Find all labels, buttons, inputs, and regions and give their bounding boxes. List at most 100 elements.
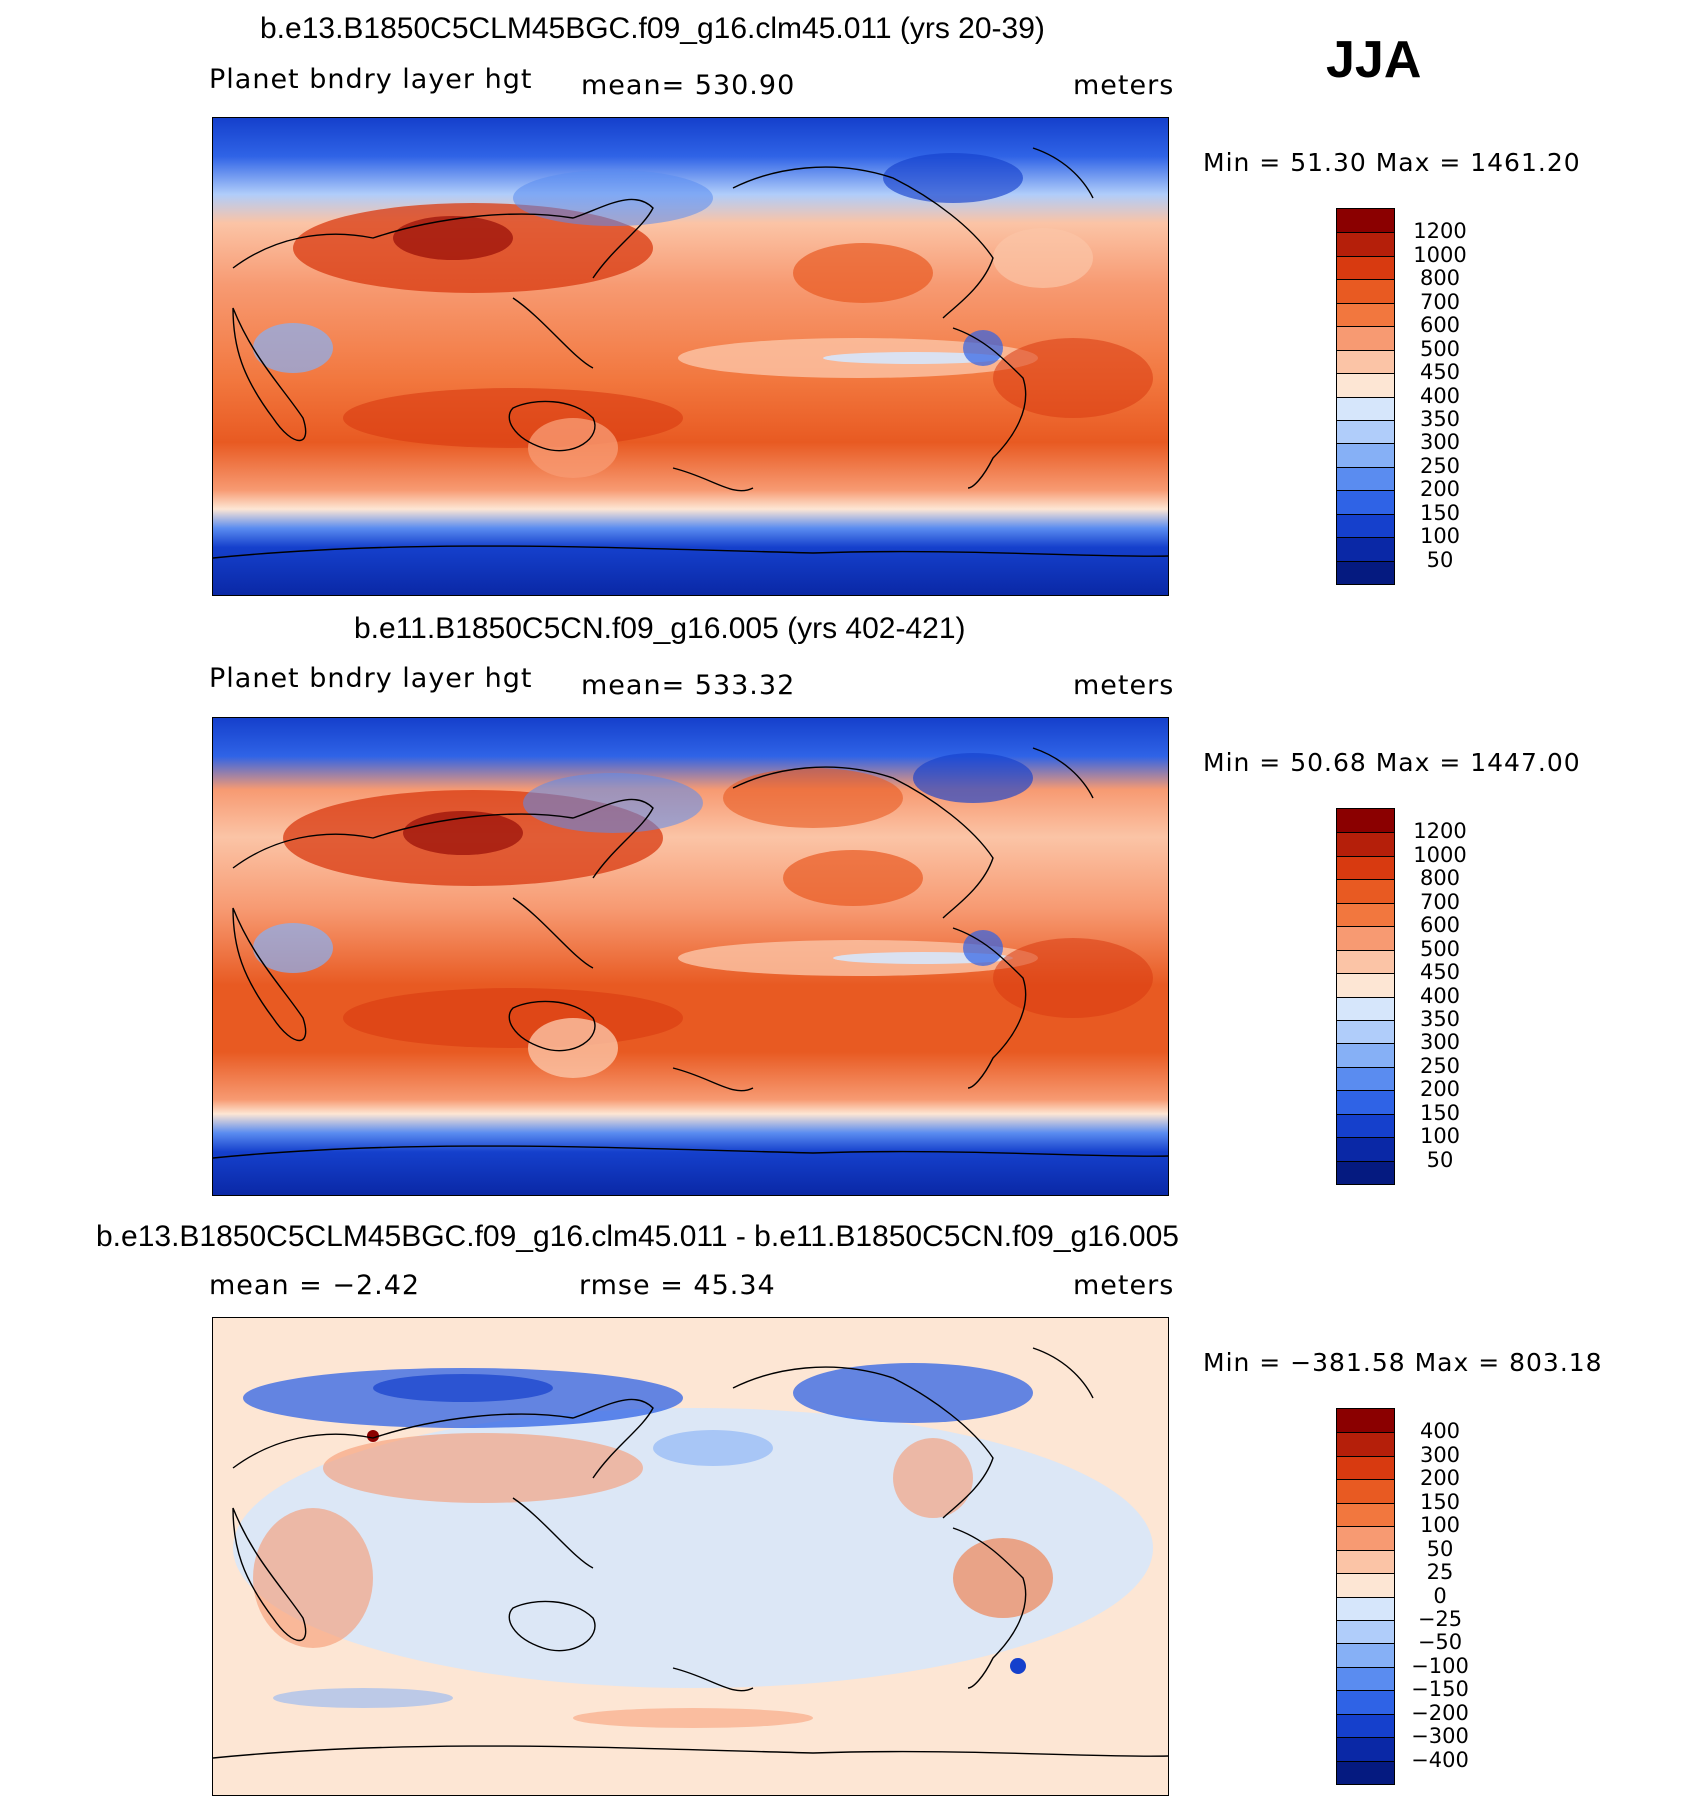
colorbar-tick-label: 700: [1419, 289, 1461, 314]
colorbar-tick-label: 300: [1419, 1030, 1461, 1055]
colorbar-swatch: [1337, 373, 1394, 397]
colorbar-swatch: [1337, 1455, 1394, 1480]
panel3-title: b.e13.B1850C5CLM45BGC.f09_g16.clm45.011 …: [96, 1220, 1179, 1253]
panel2-units-label: meters: [1073, 670, 1175, 701]
colorbar-tick-label: 800: [1419, 266, 1461, 291]
colorbar-swatch: [1337, 1619, 1394, 1644]
colorbar-swatch: [1337, 443, 1394, 467]
colorbar-tick-label: 400: [1419, 1419, 1461, 1444]
panel1-map-field: [213, 118, 1168, 595]
colorbar-tick-label: −400: [1411, 1747, 1469, 1772]
colorbar-swatch: [1337, 396, 1394, 420]
panel1-variable-label: Planet bndry layer hgt: [209, 64, 533, 95]
colorbar-swatch: [1337, 1666, 1394, 1691]
season-label: JJA: [1326, 31, 1422, 89]
colorbar-tick-label: 1200: [1413, 219, 1467, 244]
panel3-colorbar-labels: 400 300 200 150 100 50 25 0 −25 −50 −100 −150 −200 −3…: [1405, 1408, 1475, 1783]
panel3-minmax-label: Min = −381.58 Max = 803.18: [1203, 1348, 1603, 1377]
colorbar-swatch: [1337, 326, 1394, 350]
colorbar-swatch: [1337, 809, 1394, 833]
colorbar-tick-label: −50: [1417, 1630, 1463, 1655]
panel2-variable-label: Planet bndry layer hgt: [209, 663, 533, 694]
panel1-units-label: meters: [1073, 70, 1175, 101]
colorbar-tick-label: −300: [1411, 1724, 1469, 1749]
colorbar-tick-label: 500: [1419, 936, 1461, 961]
colorbar-tick-label: 1000: [1413, 842, 1467, 867]
colorbar-tick-label: 350: [1419, 406, 1461, 431]
colorbar-tick-label: 100: [1419, 1124, 1461, 1149]
colorbar-swatch: [1337, 855, 1394, 880]
panel3-units-label: meters: [1073, 1270, 1175, 1301]
panel1-colorbar: [1336, 208, 1395, 585]
panel3-rmse-label: rmse = 45.34: [579, 1270, 776, 1301]
panel1-mean-label: mean= 530.90: [581, 70, 796, 101]
colorbar-swatch: [1337, 302, 1394, 327]
panel1-colorbar-labels: 1200 1000 800 700 600 500 450 400 350 300 250 200 15…: [1405, 208, 1475, 583]
panel2-map-field: [213, 718, 1168, 1195]
colorbar-tick-label: 1200: [1413, 819, 1467, 844]
panel2-mean-label: mean= 533.32: [581, 670, 796, 701]
colorbar-swatch: [1337, 1643, 1394, 1667]
colorbar-tick-label: 400: [1419, 983, 1461, 1008]
colorbar-tick-label: 300: [1419, 430, 1461, 455]
colorbar-tick-label: 100: [1419, 524, 1461, 549]
colorbar-tick-label: 300: [1419, 1442, 1461, 1467]
colorbar-swatch: [1337, 1573, 1394, 1597]
colorbar-swatch: [1337, 1737, 1394, 1761]
colorbar-tick-label: 100: [1419, 1513, 1461, 1538]
colorbar-swatch: [1337, 1526, 1394, 1550]
colorbar-swatch: [1337, 973, 1394, 997]
colorbar-swatch: [1337, 1479, 1394, 1503]
colorbar-swatch: [1337, 1713, 1394, 1738]
colorbar-tick-label: 600: [1419, 913, 1461, 938]
colorbar-tick-label: −200: [1411, 1700, 1469, 1725]
colorbar-swatch: [1337, 537, 1394, 561]
colorbar-swatch: [1337, 209, 1394, 233]
colorbar-swatch: [1337, 1019, 1394, 1044]
colorbar-swatch: [1337, 926, 1394, 950]
panel3-mean-label: mean = −2.42: [209, 1270, 421, 1301]
colorbar-swatch: [1337, 560, 1394, 584]
colorbar-swatch: [1337, 232, 1394, 256]
colorbar-swatch: [1337, 1760, 1394, 1784]
colorbar-swatch: [1337, 879, 1394, 903]
colorbar-swatch: [1337, 1090, 1394, 1114]
colorbar-tick-label: 400: [1419, 383, 1461, 408]
colorbar-tick-label: 1000: [1413, 242, 1467, 267]
colorbar-tick-label: 150: [1419, 1489, 1461, 1514]
panel2-colorbar: [1336, 808, 1395, 1185]
colorbar-swatch: [1337, 1690, 1394, 1714]
colorbar-swatch: [1337, 949, 1394, 974]
colorbar-tick-label: 200: [1419, 1077, 1461, 1102]
colorbar-tick-label: −150: [1411, 1677, 1469, 1702]
colorbar-swatch: [1337, 1160, 1394, 1184]
colorbar-tick-label: 450: [1419, 960, 1461, 985]
panel3-colorbar: [1336, 1408, 1395, 1785]
colorbar-swatch: [1337, 1549, 1394, 1574]
colorbar-swatch: [1337, 902, 1394, 927]
colorbar-tick-label: 200: [1419, 1466, 1461, 1491]
colorbar-swatch: [1337, 1113, 1394, 1138]
colorbar-swatch: [1337, 1596, 1394, 1620]
colorbar-swatch: [1337, 1409, 1394, 1433]
colorbar-swatch: [1337, 1432, 1394, 1456]
colorbar-swatch: [1337, 1043, 1394, 1067]
colorbar-swatch: [1337, 1137, 1394, 1161]
colorbar-tick-label: 350: [1419, 1006, 1461, 1031]
colorbar-swatch: [1337, 349, 1394, 374]
panel3-map-field: [213, 1318, 1168, 1795]
colorbar-tick-label: 0: [1433, 1583, 1447, 1608]
colorbar-swatch: [1337, 419, 1394, 444]
colorbar-tick-label: 150: [1419, 500, 1461, 525]
colorbar-swatch: [1337, 279, 1394, 303]
colorbar-tick-label: 700: [1419, 889, 1461, 914]
colorbar-tick-label: 50: [1426, 1147, 1454, 1172]
colorbar-tick-label: 150: [1419, 1100, 1461, 1125]
panel1-title: b.e13.B1850C5CLM45BGC.f09_g16.clm45.011 …: [260, 12, 1045, 45]
panel2-minmax-label: Min = 50.68 Max = 1447.00: [1203, 748, 1581, 777]
colorbar-tick-label: −100: [1411, 1653, 1469, 1678]
panel1-minmax-label: Min = 51.30 Max = 1461.20: [1203, 148, 1581, 177]
colorbar-swatch: [1337, 466, 1394, 491]
panel2-title: b.e11.B1850C5CN.f09_g16.005 (yrs 402-421…: [354, 612, 966, 645]
panel2-colorbar-labels: 1200 1000 800 700 600 500 450 400 350 300 250 200 15…: [1405, 808, 1475, 1183]
